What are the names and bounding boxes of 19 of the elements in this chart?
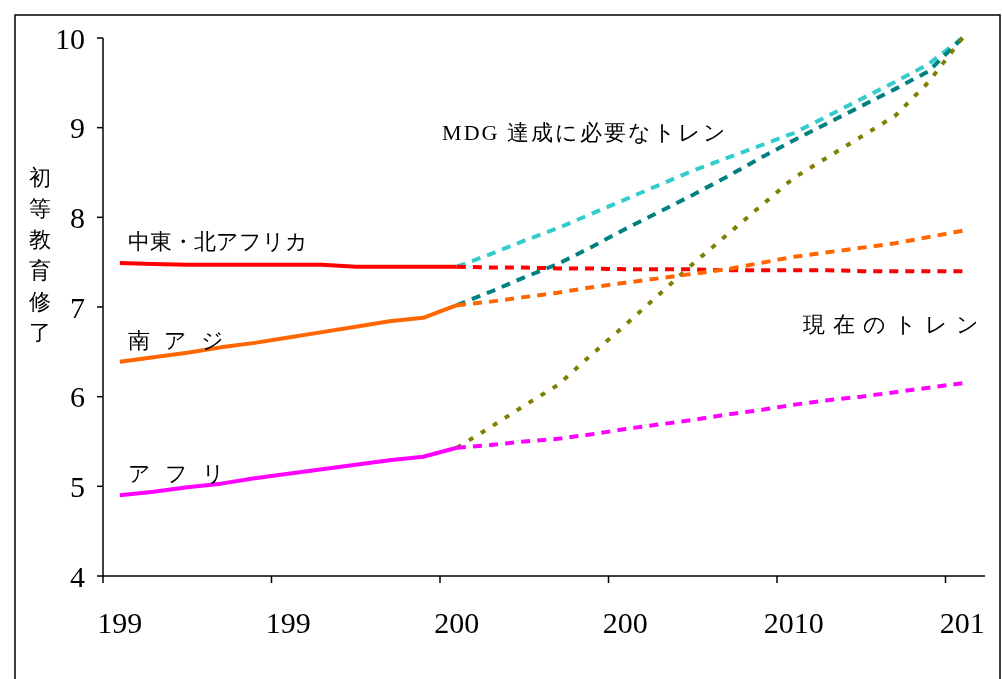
- x-tick-label: 201: [939, 606, 985, 639]
- y-tick-label: 9: [70, 111, 85, 145]
- x-tick-label: 200: [434, 606, 480, 639]
- y-tick-label: 10: [55, 21, 85, 55]
- y-axis-title: 初等教育修了: [29, 165, 51, 345]
- y-tick-label: 6: [70, 380, 85, 414]
- annotation: MDG 達成に必要なトレン: [442, 120, 728, 145]
- y-tick-label: 7: [70, 290, 85, 324]
- x-tick-label: 200: [602, 606, 648, 639]
- x-tick-label: 2010: [763, 606, 824, 639]
- series-label: 中東・北アフリカ: [127, 229, 308, 255]
- series-label: 南アジ: [127, 327, 238, 353]
- y-tick-label: 4: [70, 559, 85, 593]
- x-tick-label: 199: [97, 606, 143, 639]
- annotation: 現在のトレン: [803, 312, 987, 337]
- series-label: アフリ: [127, 461, 239, 487]
- y-tick-label: 5: [70, 469, 85, 503]
- y-tick-label: 8: [70, 200, 85, 234]
- x-tick-label: 199: [265, 606, 311, 639]
